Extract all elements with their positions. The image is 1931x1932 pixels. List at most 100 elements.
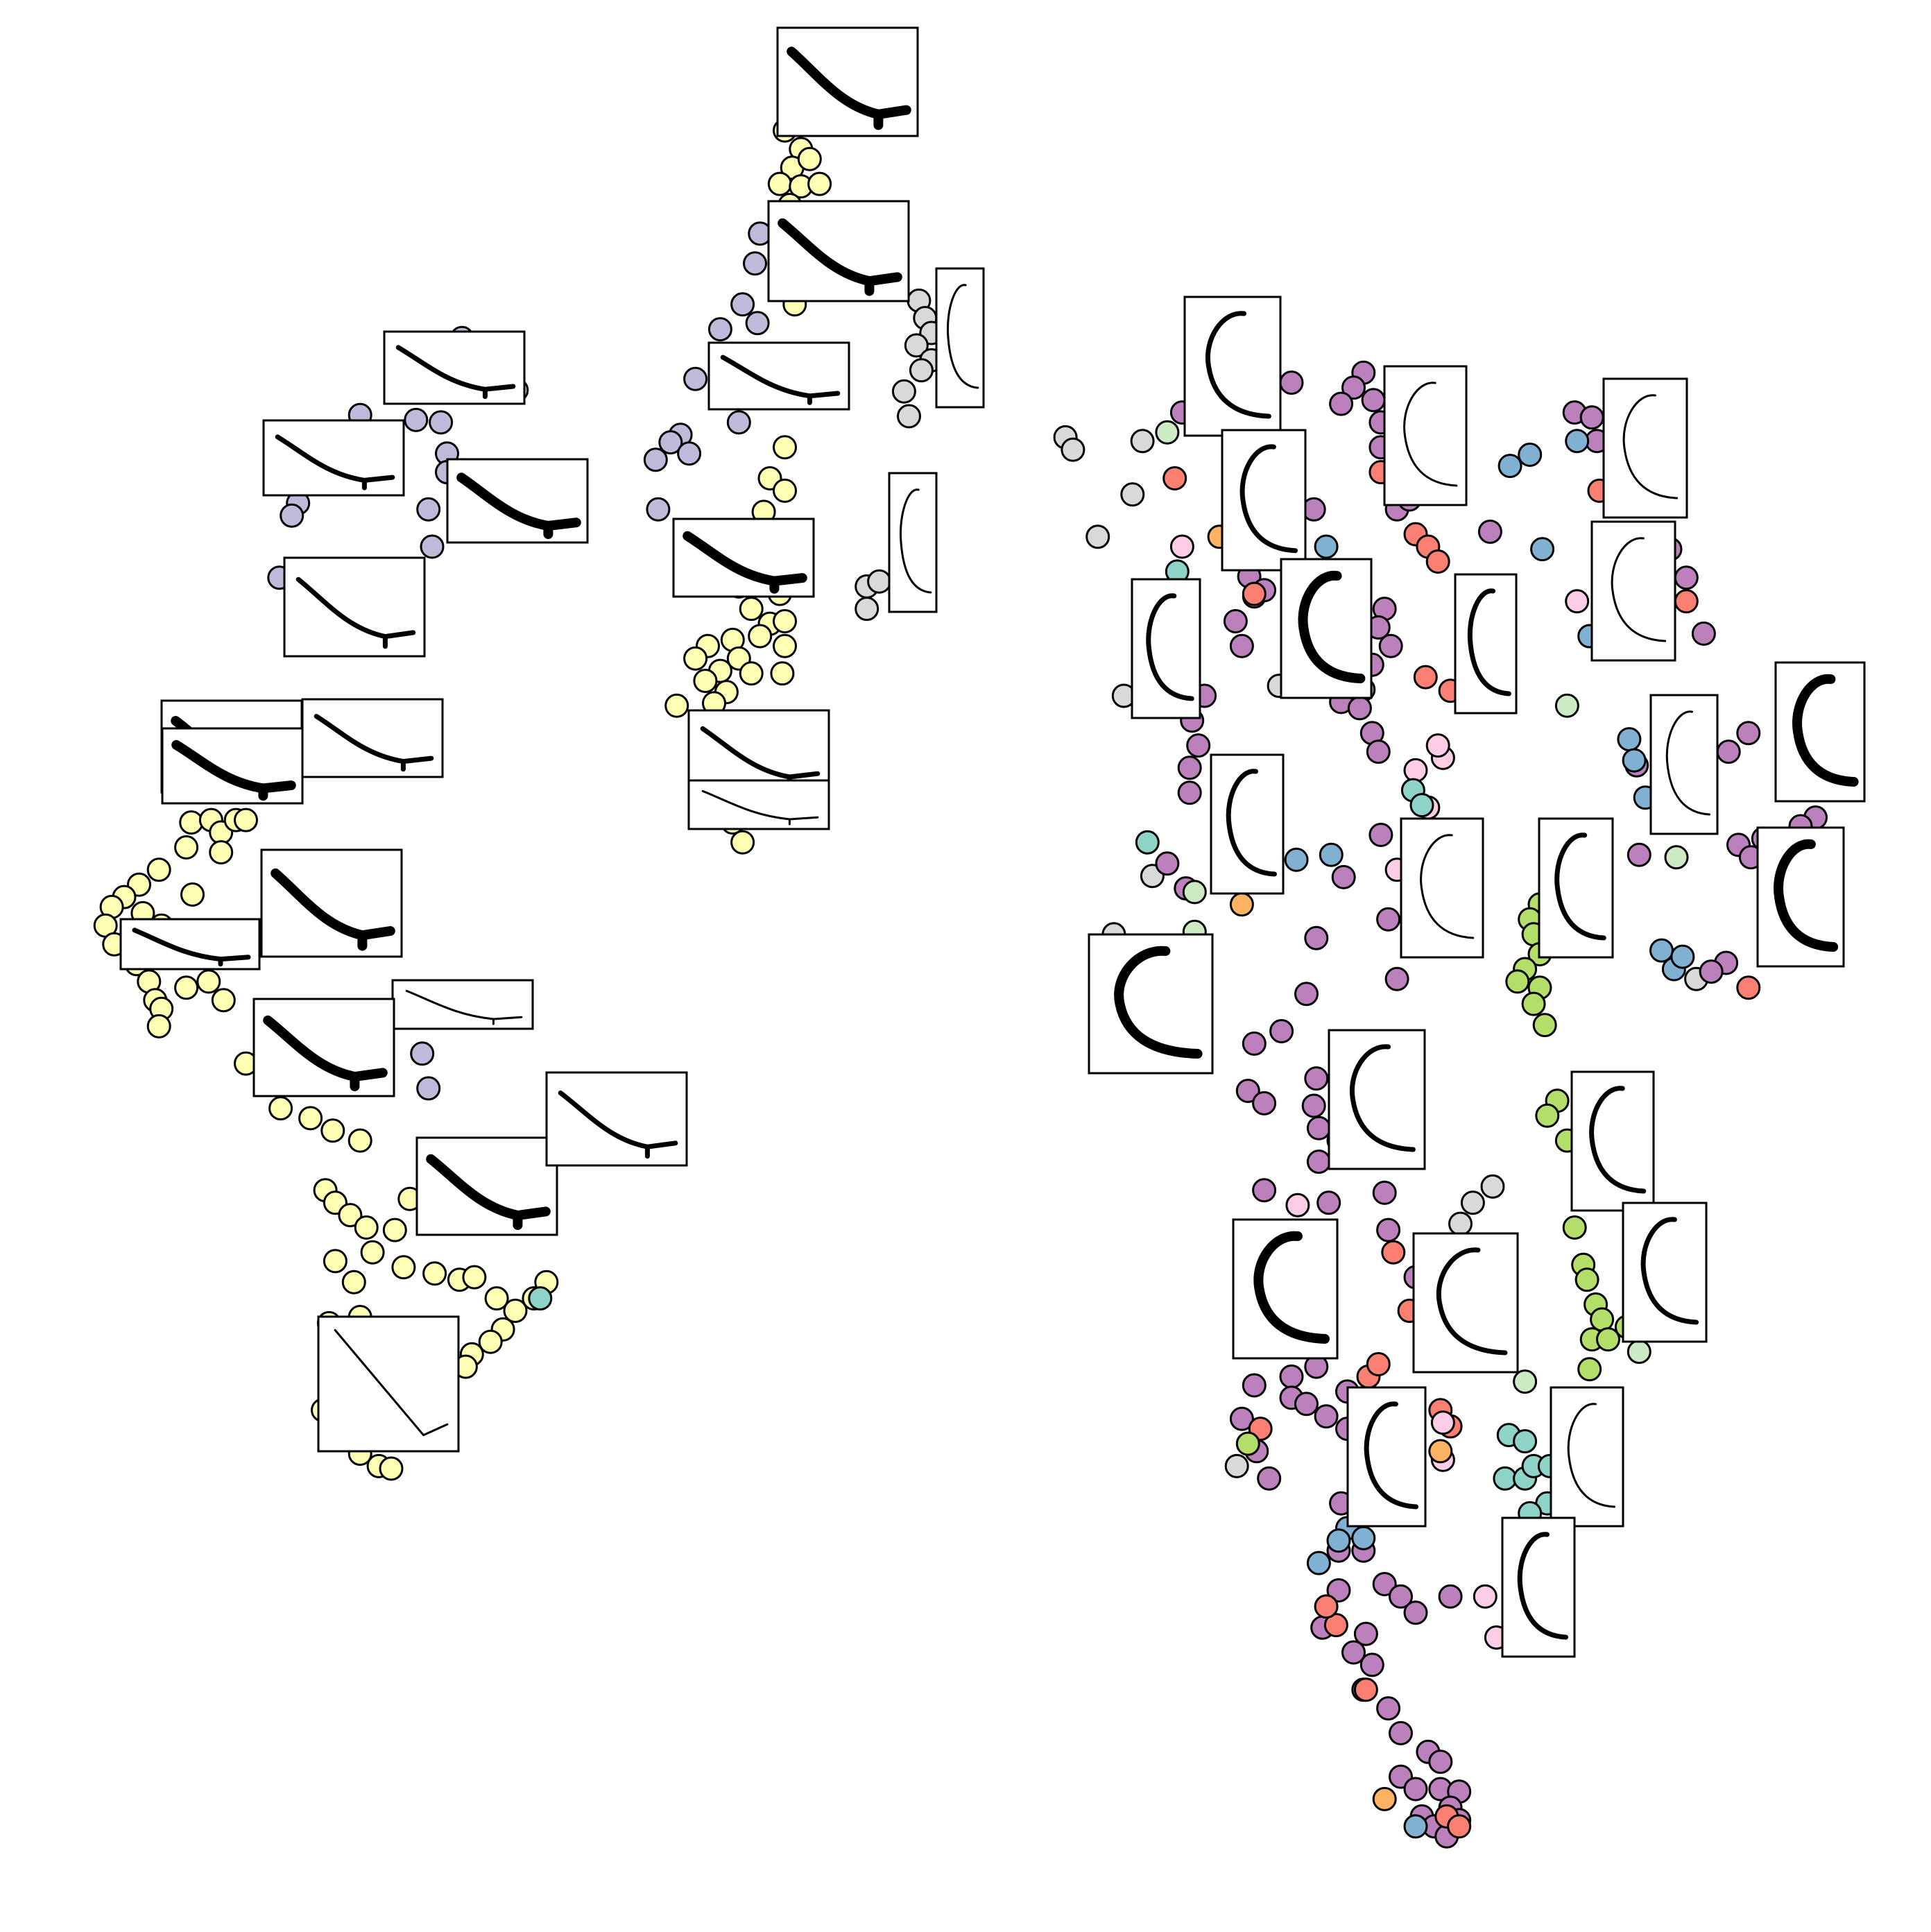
thumbnail-image [687, 779, 830, 830]
scatter-point-yellow [209, 840, 234, 865]
thumbnail-image [283, 556, 426, 658]
scatter-point-purple [1186, 733, 1211, 758]
thumbnail-image [1210, 753, 1285, 895]
scatter-point-mint [1513, 1369, 1538, 1394]
scatter-point-grey [1480, 1174, 1505, 1199]
thumbnail-frame [935, 267, 985, 409]
thumbnail-frame [262, 419, 405, 497]
scatter-point-purple [1229, 633, 1254, 658]
scatter-point-blue [1617, 727, 1642, 752]
thumbnail-image [1649, 694, 1719, 835]
thumbnail-image [391, 979, 534, 1030]
scatter-point-grey [1120, 482, 1145, 507]
scatter-point-purple [1306, 1115, 1331, 1140]
glyph-stroke-icon [1226, 769, 1277, 877]
scatter-point-grey [891, 379, 916, 404]
scatter-point-mint [1664, 845, 1689, 870]
thumbnail-image [1501, 1516, 1576, 1658]
scatter-point-yellow [422, 1261, 447, 1286]
thumbnail-image [1232, 1218, 1339, 1360]
thumbnail-frame [301, 698, 444, 778]
scatter-point-grey [855, 597, 879, 622]
glyph-stroke-icon [1611, 537, 1667, 642]
scatter-point-lavender [743, 251, 767, 276]
thumbnail-frame [446, 458, 589, 544]
scatter-point-lavender [677, 441, 702, 466]
glyph-stroke-icon [1253, 1231, 1330, 1344]
scatter-point-salmon [1447, 1814, 1472, 1839]
glyph-stroke-icon [701, 789, 819, 826]
glyph-stroke-icon [1774, 839, 1839, 952]
thumbnail-frame [545, 1071, 688, 1167]
glyph-stroke-icon [787, 46, 911, 130]
glyph-stroke-icon [1146, 593, 1194, 701]
glyph-stroke-icon [405, 989, 523, 1025]
scatter-point-yellow [179, 810, 204, 835]
scatter-point-yellow [683, 646, 708, 671]
thumbnail-image [776, 26, 919, 137]
thumbnail-image [1383, 365, 1468, 506]
scatter-point-yellow [320, 1118, 345, 1143]
glyph-stroke-icon [1364, 1401, 1419, 1510]
scatter-point-yellow [360, 1240, 385, 1265]
scatter-point-teal [1493, 1466, 1518, 1491]
glyph-stroke-icon [275, 434, 395, 490]
scatter-point-purple [1372, 1180, 1397, 1205]
scatter-point-purple [1177, 780, 1202, 805]
scatter-point-pink [1565, 589, 1590, 614]
scatter-point-yellow [748, 624, 773, 649]
scatter-point-yellow [503, 1299, 528, 1323]
scatter-point-pink [1430, 1410, 1455, 1435]
thumbnail-frame [1131, 578, 1201, 719]
thumbnail-frame [776, 26, 919, 137]
thumbnail-image [252, 998, 395, 1097]
scatter-point-salmon [1242, 581, 1267, 606]
glyph-stroke-icon [1622, 394, 1679, 499]
scatter-point-yellow [773, 478, 797, 503]
scatter-point-mint [1627, 1340, 1651, 1365]
scatter-point-pink [1403, 758, 1428, 783]
thumbnail-frame [119, 918, 261, 971]
thumbnail-image [446, 458, 589, 544]
scatter-point-grey [1224, 1453, 1249, 1478]
scatter-point-yellow [341, 1270, 366, 1294]
scatter-point-purple [1361, 388, 1386, 413]
scatter-point-yellow [478, 1329, 503, 1354]
scatter-point-grey [1085, 524, 1110, 549]
scatter-point-green [1562, 1215, 1587, 1240]
thumbnail-frame [1454, 573, 1518, 715]
scatter-point-purple [1347, 696, 1372, 721]
glyph-stroke-icon [683, 531, 807, 594]
scatter-point-grey [1061, 437, 1085, 462]
scatter-point-lavender [683, 366, 708, 391]
scatter-point-lavender [730, 292, 755, 317]
scatter-point-lavender [707, 317, 732, 342]
scatter-point-yellow [770, 661, 795, 686]
scatter-point-grey [909, 358, 934, 383]
scatter-point-yellow [484, 1286, 509, 1311]
glyph-stroke-icon [1554, 832, 1606, 941]
scatter-point-purple [1279, 370, 1304, 395]
scatter-point-orange [1229, 892, 1254, 917]
scatter-point-green [1505, 969, 1530, 994]
scatter-point-purple [1229, 1406, 1254, 1431]
glyph-stroke-icon [1114, 946, 1203, 1059]
thumbnail-image [1550, 1386, 1624, 1528]
scatter-point-purple [1177, 755, 1202, 780]
scatter-point-yellow [797, 146, 822, 171]
scatter-point-yellow [773, 609, 797, 633]
thumbnail-image [415, 1136, 558, 1236]
scatter-point-yellow [234, 807, 258, 832]
glyph-stroke-icon [1665, 710, 1710, 816]
scatter-point-grey [1460, 1190, 1485, 1215]
scatter-point-yellow [739, 661, 764, 686]
scatter-point-blue [1622, 748, 1647, 773]
scatter-point-grey [1448, 1211, 1473, 1236]
scatter-point-purple [1691, 621, 1716, 646]
scatter-point-lavender [280, 503, 304, 528]
scatter-point-purple [1699, 959, 1724, 984]
thumbnail-frame [1383, 365, 1468, 506]
glyph-stroke-icon [263, 1015, 388, 1091]
scatter-point-teal [528, 1286, 553, 1311]
scatter-point-pink [1473, 1584, 1497, 1609]
